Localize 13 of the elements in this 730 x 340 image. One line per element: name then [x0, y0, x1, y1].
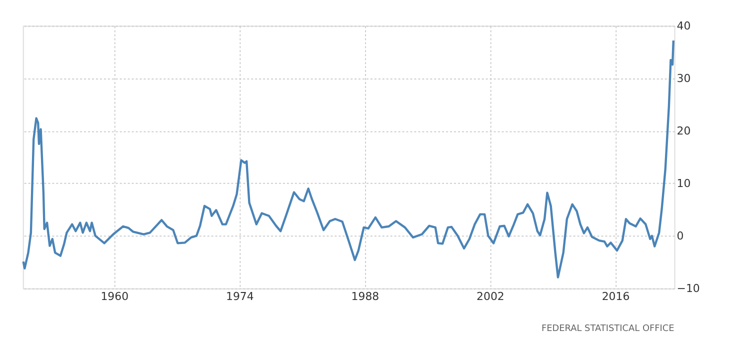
x-tick-label: 1960 — [100, 290, 129, 303]
x-tick-label: 2016 — [602, 290, 630, 303]
x-tick-label: 2002 — [476, 290, 504, 303]
y-tick-label: 20 — [676, 124, 691, 138]
text: FEDERAL STATISTICAL OFFICE — [541, 324, 675, 334]
x-tick-label: 1974 — [226, 290, 254, 303]
y-tick-label: −10 — [676, 282, 700, 295]
y-tick-label: 0 — [676, 229, 684, 242]
y-tick-label: 10 — [676, 176, 691, 190]
y-tick-label: 30 — [676, 72, 691, 85]
line-series — [22, 39, 675, 278]
y-tick-label: 40 — [676, 19, 691, 32]
x-tick-label: 1988 — [351, 290, 380, 303]
